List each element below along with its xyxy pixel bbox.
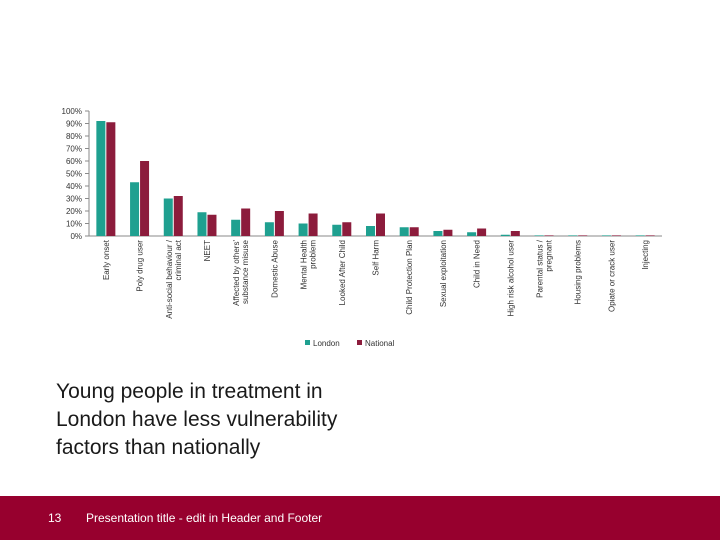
x-tick-label: NEET	[203, 240, 212, 261]
bar-national	[173, 196, 183, 236]
bar-london	[467, 232, 477, 236]
y-tick-label: 50%	[66, 170, 82, 179]
x-tick-label: substance misuse	[241, 239, 250, 304]
y-tick-label: 80%	[66, 132, 82, 141]
x-tick-label: problem	[309, 240, 318, 269]
x-tick-label: High risk alcohol user	[506, 240, 515, 317]
bar-national	[207, 214, 217, 236]
bar-london	[635, 235, 645, 236]
bar-national	[544, 235, 554, 236]
bar-london	[601, 235, 611, 236]
slide-title-line-2: London have less vulnerability	[56, 408, 338, 431]
x-tick-label: Child in Need	[473, 240, 482, 288]
bar-national	[274, 211, 284, 236]
x-tick-label: Domestic Abuse	[270, 239, 279, 297]
x-tick-label: Opiate or crack user	[607, 240, 616, 312]
bar-national	[611, 235, 621, 236]
bar-london	[433, 231, 443, 236]
x-tick-label: Looked After Child	[338, 240, 347, 305]
bar-national	[510, 231, 520, 236]
bar-chart: 0% 10% 20% 30% 40% 50% 60% 70% 80% 90% 100% Early o…	[62, 107, 662, 348]
legend-label-london: London	[313, 339, 340, 348]
bar-london	[534, 235, 544, 236]
x-tick-label: Anti-social behaviour /	[165, 239, 174, 318]
y-tick-label: 100%	[62, 107, 82, 116]
bar-national	[342, 222, 352, 236]
bar-national	[308, 213, 318, 236]
x-tick-label: Affected by others'	[232, 240, 241, 306]
x-tick-label: Early onset	[102, 239, 111, 280]
bar-national	[241, 208, 251, 236]
bar-national	[376, 213, 385, 236]
bar-london	[197, 212, 207, 236]
bar-london	[231, 219, 241, 236]
bar-london	[366, 226, 375, 236]
page-number: 13	[48, 511, 62, 525]
legend-swatch-national	[357, 340, 362, 345]
y-tick-label: 0%	[70, 232, 82, 241]
slide-title: Young people in treatment in London have…	[56, 378, 416, 462]
bar-national	[106, 122, 116, 236]
slide-title-line-1: Young people in treatment in	[56, 380, 323, 403]
x-tick-label: Parental status /	[536, 239, 545, 298]
bar-london	[568, 235, 578, 236]
x-tick-label: pregnant	[545, 239, 554, 271]
x-tick-label: Mental Health	[300, 240, 309, 289]
bar-national	[578, 235, 588, 236]
y-tick-label: 30%	[66, 195, 82, 204]
legend-swatch-london	[305, 340, 310, 345]
y-tick-label: 40%	[66, 182, 82, 191]
bar-national	[477, 228, 487, 236]
footer-bar: 13 Presentation title - edit in Header a…	[0, 496, 720, 540]
legend-label-national: National	[365, 339, 395, 348]
y-tick-label: 70%	[66, 145, 82, 154]
y-tick-label: 60%	[66, 157, 82, 166]
bar-london	[399, 227, 409, 236]
bar-london	[96, 121, 106, 236]
x-tick-label: criminal act	[174, 239, 183, 280]
bar-london	[332, 224, 342, 236]
x-tick-label: Sexual exploitation	[439, 240, 448, 307]
bar-london	[163, 198, 173, 236]
bar-london	[264, 222, 274, 236]
bar-national	[140, 161, 150, 236]
y-tick-label: 90%	[66, 120, 82, 129]
y-tick-label: 10%	[66, 220, 82, 229]
x-tick-label: Housing problems	[574, 240, 583, 304]
slide-title-line-3: factors than nationally	[56, 436, 261, 459]
bar-london	[298, 223, 308, 236]
x-tick-label: Self Harm	[372, 240, 381, 276]
bar-national	[645, 235, 655, 236]
bar-national	[443, 229, 453, 236]
bar-london	[130, 182, 140, 236]
bar-national	[409, 227, 419, 236]
bar-london	[500, 234, 510, 236]
y-tick-label: 20%	[66, 207, 82, 216]
x-tick-label: Poly drug user	[136, 240, 145, 292]
x-tick-label: Child Protection Plan	[405, 240, 414, 315]
x-tick-label: Injecting	[641, 240, 650, 270]
footer-text: Presentation title - edit in Header and …	[86, 511, 323, 525]
